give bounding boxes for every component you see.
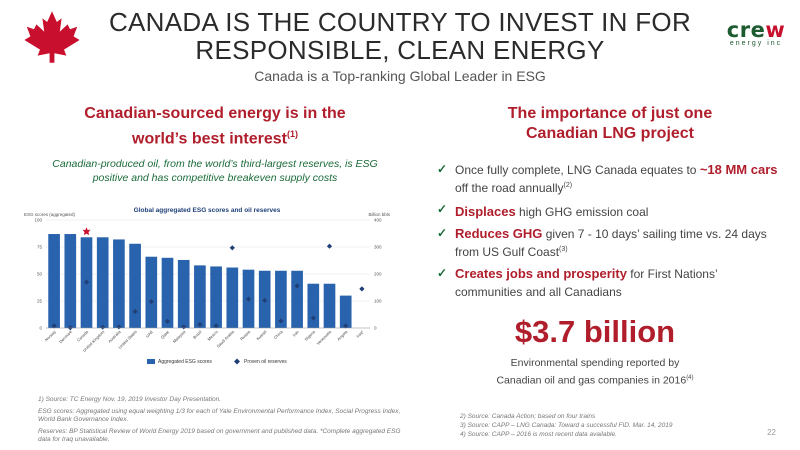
chart-bar	[177, 259, 190, 328]
chart-point	[326, 243, 333, 249]
x-tick-label: Australia	[107, 329, 122, 344]
chart-bar	[64, 234, 77, 328]
footnotes-left: 1) Source: TC Energy Nov. 19, 2019 Inves…	[38, 396, 408, 448]
chart-point	[116, 324, 122, 330]
y-axis-right-label: Billion bbls	[368, 212, 390, 217]
chart-title: Global aggregated ESG scores and oil res…	[134, 207, 281, 214]
x-tick-label: Kuwait	[255, 329, 268, 342]
chart-point	[359, 286, 365, 292]
maple-leaf-marker-icon	[82, 227, 91, 236]
legend-label: Proven oil reserves	[244, 359, 287, 365]
chart-point	[100, 324, 106, 330]
bullet-item: ✓ Once fully complete, LNG Canada equates…	[437, 162, 778, 195]
x-tick-label: Nigeria	[304, 329, 317, 342]
y-tick-right: 400	[374, 218, 382, 223]
left-heading: Canadian-sourced energy is in the world’…	[40, 104, 390, 149]
footnotes-right: 2) Source: Canada Action; based on four …	[460, 412, 760, 439]
left-heading-line1: Canadian-sourced energy is in the	[84, 105, 346, 122]
chart-bar	[226, 267, 239, 328]
x-tick-label: Mexico	[206, 329, 219, 342]
y-tick-right: 200	[374, 272, 382, 277]
chart-point	[310, 315, 316, 321]
page-title-line2: RESPONSIBLE, CLEAN ENERGY	[195, 35, 605, 65]
right-heading-line2: Canadian LNG project	[525, 125, 695, 142]
chart-bar	[307, 283, 320, 328]
esg-chart: Global aggregated ESG scores and oil res…	[24, 207, 391, 365]
bullet-item: ✓ Reduces GHG given 7 - 10 days’ sailing …	[437, 226, 767, 259]
bullet-list: ✓ Once fully complete, LNG Canada equates…	[437, 162, 782, 306]
y-tick-right: 100	[374, 299, 382, 304]
left-description: Canadian-produced oil, from the world’s …	[52, 158, 378, 184]
chart-bar	[275, 270, 287, 328]
chart-point	[278, 318, 284, 324]
big-number-description: Environmental spending reported by Canad…	[496, 357, 694, 387]
page-title: CANADA IS THE COUNTRY TO INVEST IN FOR R…	[95, 8, 705, 64]
legend-swatch-point	[234, 358, 240, 365]
chart-bar	[323, 283, 336, 328]
x-tick-label: Iran	[291, 329, 299, 337]
x-tick-label: Malaysia	[172, 329, 187, 344]
left-heading-line2: world’s best interest	[132, 130, 287, 148]
x-tick-label: Qatar	[160, 329, 171, 340]
checkmark-icon: ✓	[437, 162, 448, 176]
chart-bar	[161, 257, 174, 328]
checkmark-icon: ✓	[437, 266, 448, 280]
y-tick-right: 300	[374, 245, 382, 250]
y-tick-left: 25	[37, 299, 43, 304]
chart-bar	[145, 256, 158, 328]
left-heading-ref: (1)	[287, 129, 298, 139]
footnote: 1) Source: TC Energy Nov. 19, 2019 Inves…	[38, 396, 222, 403]
checkmark-icon: ✓	[437, 226, 448, 240]
x-tick-label: Canada	[76, 329, 90, 343]
page-number: 22	[767, 428, 776, 437]
legend-swatch-bar	[147, 359, 155, 364]
y-tick-left: 75	[37, 245, 43, 250]
x-tick-label: Angola	[336, 329, 349, 342]
y-tick-left: 100	[34, 218, 42, 223]
right-heading: The importance of just one Canadian LNG …	[445, 104, 775, 144]
footnote: ESG scores: Aggregated using equal weigh…	[38, 407, 401, 424]
company-logo: crew energy inc	[726, 18, 786, 48]
page-title-line1: CANADA IS THE COUNTRY TO INVEST IN FOR	[108, 7, 692, 37]
x-tick-label: Denmark	[58, 329, 73, 344]
chart-bar	[339, 295, 352, 328]
y-tick-left: 0	[39, 326, 42, 331]
x-tick-label: Brazil	[192, 329, 203, 340]
footnote: Reserves: BP Statistical Review of World…	[38, 427, 401, 444]
chart-bar	[48, 234, 60, 328]
x-tick-label: UAE	[145, 329, 155, 339]
footnote: 3) Source: CAPP – LNG Canada: Toward a s…	[460, 422, 673, 429]
chart-bar	[291, 270, 303, 328]
x-tick-label: China	[273, 329, 284, 340]
x-tick-label: Russia	[239, 329, 252, 342]
y-tick-right: 0	[374, 326, 377, 331]
chart-bar	[210, 266, 222, 328]
x-tick-label: Norway	[44, 329, 57, 342]
chart-bar	[96, 237, 109, 328]
logo-subtext: energy inc	[729, 40, 783, 47]
checkmark-icon: ✓	[437, 202, 448, 216]
maple-leaf-icon	[24, 11, 80, 63]
chart-bar	[113, 239, 125, 328]
logo-text-main: cre	[726, 18, 766, 42]
chart-bar	[129, 243, 141, 328]
footnote: 4) Source: CAPP – 2016 is most recent da…	[460, 431, 617, 438]
right-heading-line1: The importance of just one	[507, 105, 713, 122]
big-number: $3.7 billion	[514, 314, 676, 349]
x-tick-label: Saudi Arabia	[215, 329, 235, 349]
y-axis-left-label: ESG scores (aggregated)	[24, 212, 76, 217]
footnote: 2) Source: Canada Action; based on four …	[460, 413, 596, 420]
x-tick-label: Iraq*	[355, 329, 365, 339]
bullet-item: ✓ Displaces high GHG emission coal	[437, 202, 649, 219]
legend-label: Aggregated ESG scores	[158, 359, 212, 365]
chart-point	[229, 245, 235, 251]
chart-point	[164, 318, 171, 324]
chart-point	[294, 283, 300, 289]
x-tick-label: Venezuela	[315, 329, 332, 346]
y-tick-left: 50	[37, 272, 43, 277]
chart-bar	[194, 265, 206, 328]
logo-text-accent: w	[765, 18, 786, 42]
bullet-item: ✓ Creates jobs and prosperity for First N…	[437, 266, 718, 299]
page-subtitle: Canada is a Top-ranking Global Leader in…	[254, 68, 546, 84]
